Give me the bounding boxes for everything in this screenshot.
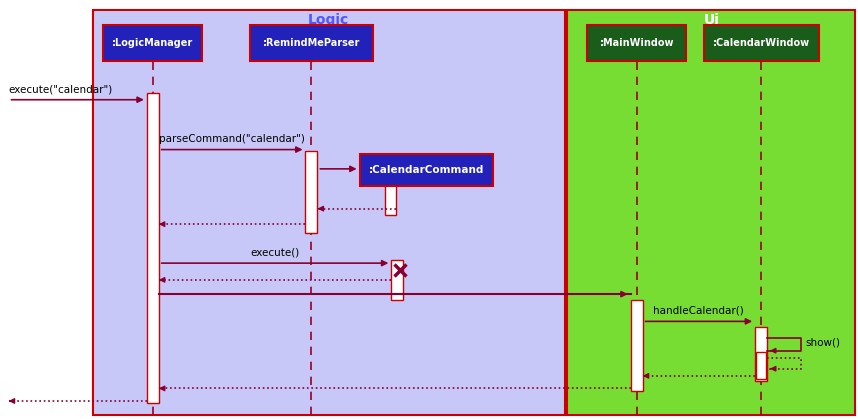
Bar — [147, 93, 159, 403]
Bar — [93, 10, 565, 415]
Bar — [360, 154, 493, 186]
Bar — [755, 327, 767, 381]
Bar — [391, 260, 403, 300]
Text: :RemindMeParser: :RemindMeParser — [263, 38, 360, 48]
Bar — [587, 25, 686, 61]
Text: execute(): execute() — [251, 248, 299, 258]
Bar — [704, 25, 819, 61]
Text: show(): show() — [806, 337, 841, 347]
Text: execute("calendar"): execute("calendar") — [9, 84, 113, 94]
Text: :CalendarWindow: :CalendarWindow — [712, 38, 810, 48]
Text: handleCalendar(): handleCalendar() — [654, 306, 744, 316]
Bar — [756, 352, 766, 379]
Text: parseCommand("calendar"): parseCommand("calendar") — [159, 134, 305, 144]
Text: :MainWindow: :MainWindow — [600, 38, 674, 48]
Bar — [305, 151, 317, 233]
Bar — [567, 10, 855, 415]
Text: :LogicManager: :LogicManager — [112, 38, 193, 48]
Bar — [631, 300, 643, 391]
Bar — [385, 181, 396, 215]
Bar — [103, 25, 202, 61]
Text: Logic: Logic — [308, 13, 349, 27]
Text: Ui: Ui — [704, 13, 719, 27]
Bar — [250, 25, 373, 61]
Text: :CalendarCommand: :CalendarCommand — [369, 165, 484, 175]
